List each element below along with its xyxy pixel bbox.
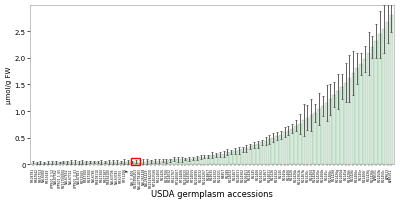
Bar [382, 30, 386, 165]
Bar [329, 100, 332, 165]
Bar [203, 157, 206, 165]
Bar [268, 140, 271, 165]
Bar [313, 113, 317, 165]
Bar [191, 159, 195, 165]
Bar [248, 147, 252, 165]
Bar [130, 162, 134, 165]
Bar [77, 162, 80, 165]
Bar [149, 162, 153, 165]
Bar [100, 162, 103, 165]
Bar [96, 162, 99, 165]
Bar [165, 161, 168, 165]
Bar [153, 161, 156, 165]
Bar [218, 155, 222, 165]
Bar [146, 162, 149, 165]
Bar [161, 161, 164, 165]
Bar [176, 160, 180, 165]
Bar [317, 109, 321, 165]
Bar [302, 121, 305, 165]
Bar [66, 163, 69, 165]
Bar [374, 42, 378, 165]
Bar [252, 145, 256, 165]
Bar [272, 138, 275, 165]
Bar [371, 48, 374, 165]
Bar [306, 118, 309, 165]
Bar [46, 163, 50, 165]
Bar [344, 83, 347, 165]
Bar [195, 158, 198, 165]
Bar [131, 159, 140, 165]
Bar [184, 159, 187, 165]
Bar [58, 163, 61, 165]
Bar [332, 95, 336, 165]
Bar [31, 163, 34, 165]
Bar [84, 162, 88, 165]
Bar [172, 160, 176, 165]
Bar [283, 132, 286, 165]
Bar [363, 60, 366, 165]
Bar [275, 136, 279, 165]
Bar [50, 163, 54, 165]
Y-axis label: µmol/g FW: µmol/g FW [6, 67, 12, 104]
Bar [245, 148, 248, 165]
Bar [290, 129, 294, 165]
Bar [294, 126, 298, 165]
Bar [386, 23, 389, 165]
Bar [241, 150, 244, 165]
X-axis label: USDA germplasm accessions: USDA germplasm accessions [151, 190, 273, 198]
Bar [73, 162, 76, 165]
Bar [54, 163, 58, 165]
Bar [367, 54, 370, 165]
Bar [107, 162, 111, 165]
Bar [260, 143, 264, 165]
Bar [62, 163, 65, 165]
Bar [168, 161, 172, 165]
Bar [352, 74, 355, 165]
Bar [69, 163, 73, 165]
Bar [321, 106, 324, 165]
Bar [88, 162, 92, 165]
Bar [142, 162, 145, 165]
Bar [104, 162, 107, 165]
Bar [230, 152, 233, 165]
Bar [157, 161, 160, 165]
Bar [188, 159, 191, 165]
Bar [264, 141, 267, 165]
Bar [111, 162, 115, 165]
Bar [378, 35, 382, 165]
Bar [359, 65, 362, 165]
Bar [298, 124, 302, 165]
Bar [39, 163, 42, 165]
Bar [279, 135, 282, 165]
Bar [336, 92, 340, 165]
Bar [210, 155, 214, 165]
Bar [233, 151, 237, 165]
Bar [355, 69, 359, 165]
Bar [123, 162, 126, 165]
Bar [325, 103, 328, 165]
Bar [214, 155, 218, 165]
Bar [256, 144, 260, 165]
Bar [35, 163, 38, 165]
Bar [206, 157, 210, 165]
Bar [237, 151, 240, 165]
Bar [226, 153, 229, 165]
Bar [287, 131, 290, 165]
Bar [222, 154, 225, 165]
Bar [42, 163, 46, 165]
Bar [92, 162, 96, 165]
Bar [134, 162, 138, 165]
Bar [390, 16, 393, 165]
Bar [310, 115, 313, 165]
Bar [199, 157, 202, 165]
Bar [119, 162, 122, 165]
Bar [348, 79, 351, 165]
Bar [81, 162, 84, 165]
Bar [180, 160, 183, 165]
Bar [115, 162, 118, 165]
Bar [126, 162, 130, 165]
Bar [340, 87, 344, 165]
Bar [138, 162, 141, 165]
